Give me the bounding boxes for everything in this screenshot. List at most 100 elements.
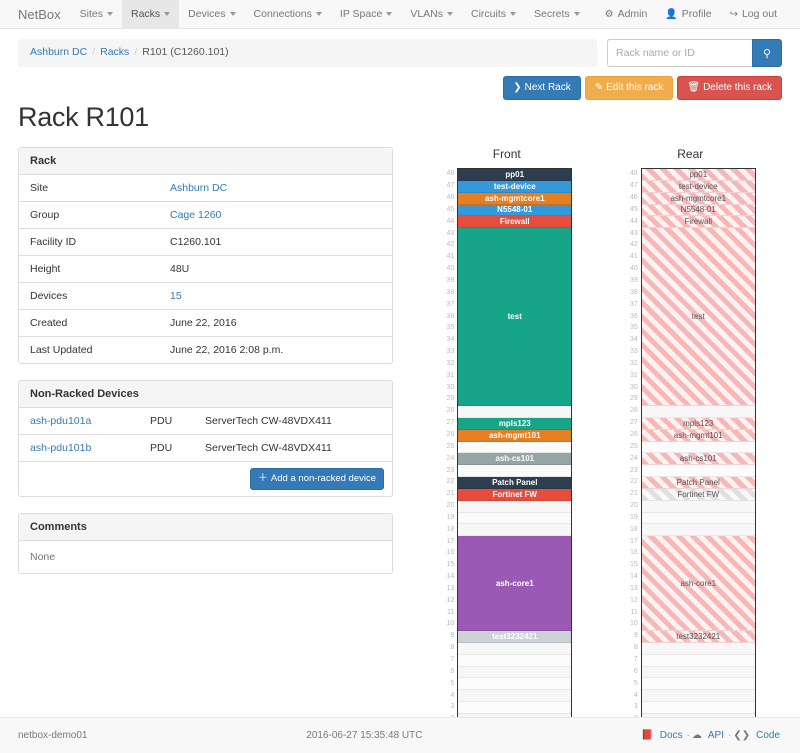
nav-item-devices[interactable]: Devices [179, 0, 244, 28]
nav-item-ip-space[interactable]: IP Space [331, 0, 401, 28]
footer-link-docs[interactable]: Docs [659, 730, 683, 741]
rack-unit-number: 32 [446, 359, 455, 367]
rack-unit-empty[interactable] [458, 465, 572, 478]
rack-device[interactable]: pp01 [641, 169, 755, 181]
device-name-cell[interactable]: ash-pdu101a [19, 408, 139, 435]
rack-unit-empty[interactable] [641, 465, 755, 478]
footer-link-code[interactable]: Code [756, 730, 780, 741]
rack-unit-number: 20 [629, 502, 638, 510]
rack-unit-number: 19 [629, 513, 638, 521]
rack-unit-empty[interactable] [641, 702, 755, 714]
rack-unit-number: 40 [446, 265, 455, 273]
breadcrumb-item-0[interactable]: Ashburn DC [30, 46, 88, 58]
rack-device[interactable]: test3232421 [458, 631, 572, 643]
rack-device[interactable]: test-device [641, 180, 755, 193]
rack-unit-empty[interactable] [458, 702, 572, 714]
nav-log-out[interactable]: ↪ Log out [721, 0, 786, 28]
rack-device[interactable]: ash-mgmt101 [458, 429, 572, 442]
rack-unit-empty[interactable] [641, 666, 755, 679]
nav-item-label: Connections [253, 8, 312, 20]
rack-unit-number: 19 [446, 513, 455, 521]
rack-unit-empty[interactable] [641, 654, 755, 667]
edit-this-rack-button[interactable]: ✎ Edit this rack [584, 76, 674, 100]
rack-device[interactable]: ash-core1 [458, 536, 572, 632]
nav-item-racks[interactable]: Racks [121, 0, 180, 28]
rack-unit-number: 34 [629, 336, 638, 344]
nav-profile[interactable]: 👤 Profile [656, 0, 720, 28]
rack-device[interactable]: ash-core1 [641, 536, 755, 632]
rack-device[interactable]: Firewall [458, 216, 572, 229]
rack-unit-empty[interactable] [458, 405, 572, 418]
rack-device[interactable]: Patch Panel [641, 477, 755, 489]
search-button[interactable]: ⚲ [752, 39, 782, 67]
rack-info-value-link[interactable]: Cage 1260 [170, 209, 222, 221]
rack-device[interactable]: Fortinet FW [458, 488, 572, 501]
nav-item-circuits[interactable]: Circuits [462, 0, 525, 28]
rack-unit-empty[interactable] [458, 524, 572, 537]
rack-unit-number: 38 [629, 288, 638, 296]
rack-device-label: test-device [678, 181, 718, 191]
rack-device[interactable]: ash-mgmtcore1 [458, 192, 572, 205]
rack-unit-empty[interactable] [641, 690, 755, 703]
search-input[interactable] [607, 39, 752, 67]
nav-item-connections[interactable]: Connections [245, 0, 331, 28]
rack-device[interactable]: mpls123 [641, 417, 755, 430]
rack-device[interactable]: Patch Panel [458, 477, 572, 489]
add-non-racked-device-button[interactable]: ＋ Add a non-racked device [249, 468, 384, 490]
rack-unit-empty[interactable] [458, 678, 572, 691]
rack-device[interactable]: test [641, 228, 755, 406]
brand-logo[interactable]: NetBox [18, 6, 61, 22]
nav-admin[interactable]: ⚙ Admin [596, 0, 657, 28]
nav-item-vlans[interactable]: VLANs [401, 0, 462, 28]
trash-icon: 🗑 [687, 82, 701, 93]
device-link[interactable]: ash-pdu101a [30, 415, 92, 427]
rack-unit-empty[interactable] [641, 524, 755, 537]
rack-unit-empty[interactable] [641, 441, 755, 454]
rack-device[interactable]: ash-cs101 [641, 453, 755, 466]
nav-item-secrets[interactable]: Secrets [525, 0, 589, 28]
rack-device[interactable]: Fortinet FW [641, 488, 755, 501]
rack-device[interactable]: mpls123 [458, 417, 572, 430]
rack-device[interactable]: ash-mgmtcore1 [641, 192, 755, 205]
rack-unit-empty[interactable] [641, 405, 755, 418]
rack-unit-number: 21 [446, 490, 455, 498]
rack-device[interactable]: N5548-01 [641, 204, 755, 217]
search-icon: ⚲ [762, 47, 772, 60]
footer-link-api[interactable]: API [707, 730, 724, 741]
rack-info-value-link[interactable]: Ashburn DC [170, 182, 228, 194]
nav-item-sites[interactable]: Sites [71, 0, 122, 28]
rack-device[interactable]: test-device [458, 180, 572, 193]
rack-info-value[interactable]: 15 [159, 282, 392, 310]
rack-unit-empty[interactable] [641, 642, 755, 655]
rack-unit-empty[interactable] [458, 500, 572, 513]
rack-unit-empty[interactable] [641, 500, 755, 513]
rack-info-value-link[interactable]: 15 [170, 290, 182, 302]
rack-device[interactable]: test [458, 228, 572, 406]
rack-unit-empty[interactable] [641, 512, 755, 525]
breadcrumb-item-1[interactable]: Racks [100, 46, 130, 58]
rack-unit-number: 24 [629, 454, 638, 462]
rack-info-value[interactable]: Cage 1260 [159, 201, 392, 229]
rack-unit-empty[interactable] [641, 678, 755, 691]
rack-device[interactable]: ash-mgmt101 [641, 429, 755, 442]
rack-device[interactable]: ash-cs101 [458, 453, 572, 466]
rack-unit-empty[interactable] [458, 642, 572, 655]
delete-this-rack-button[interactable]: 🗑 Delete this rack [677, 76, 782, 100]
rack-info-value[interactable]: Ashburn DC [159, 175, 392, 202]
rack-device[interactable]: pp01 [458, 169, 572, 181]
device-link[interactable]: ash-pdu101b [30, 442, 92, 454]
device-name-cell[interactable]: ash-pdu101b [19, 434, 139, 461]
rack-device-label: Fortinet FW [677, 489, 720, 499]
rack-unit-empty[interactable] [458, 666, 572, 679]
rack-device[interactable]: Firewall [641, 216, 755, 229]
rack-device-label: ash-cs101 [495, 454, 535, 464]
next-rack-button[interactable]: ❯ Next Rack [503, 76, 581, 100]
rack-unit-empty[interactable] [458, 512, 572, 525]
nav-item-label: Devices [188, 8, 226, 20]
rack-unit-empty[interactable] [458, 654, 572, 667]
rack-unit-empty[interactable] [458, 690, 572, 703]
rack-device[interactable]: test3232421 [641, 631, 755, 643]
rack-device[interactable]: N5548-01 [458, 204, 572, 217]
rack-unit-empty[interactable] [458, 441, 572, 454]
rack-info-key: Group [19, 201, 159, 229]
